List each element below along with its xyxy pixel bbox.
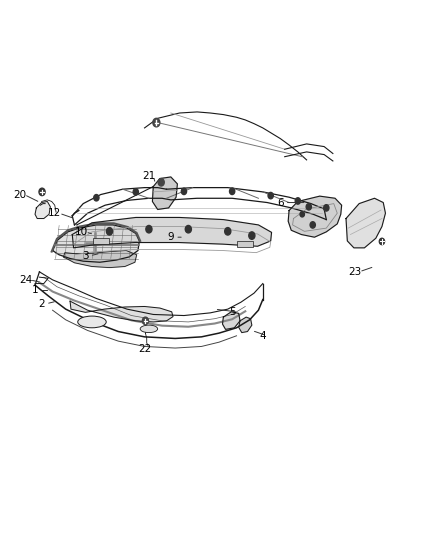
Text: 5: 5: [229, 307, 236, 317]
Polygon shape: [239, 317, 252, 333]
Text: 3: 3: [82, 251, 89, 261]
Ellipse shape: [78, 316, 106, 328]
Circle shape: [300, 212, 304, 217]
Text: 2: 2: [38, 299, 45, 309]
Text: 24: 24: [19, 275, 32, 285]
Text: 4: 4: [259, 331, 266, 341]
Circle shape: [306, 204, 311, 210]
Circle shape: [106, 228, 113, 235]
Polygon shape: [35, 201, 50, 219]
Text: 23: 23: [348, 267, 361, 277]
Polygon shape: [152, 177, 177, 209]
Polygon shape: [288, 196, 342, 237]
Bar: [93, 238, 109, 244]
Circle shape: [310, 222, 315, 228]
Circle shape: [133, 189, 138, 195]
Ellipse shape: [140, 325, 158, 333]
Polygon shape: [72, 217, 272, 248]
Text: 6: 6: [277, 198, 284, 207]
Text: 10: 10: [74, 227, 88, 237]
Circle shape: [268, 192, 273, 199]
Circle shape: [295, 198, 300, 204]
Circle shape: [181, 188, 187, 195]
Circle shape: [158, 179, 164, 186]
Text: 9: 9: [167, 232, 174, 242]
Text: 21: 21: [142, 171, 155, 181]
Circle shape: [146, 225, 152, 233]
Circle shape: [153, 118, 160, 127]
Polygon shape: [70, 301, 173, 322]
Polygon shape: [346, 198, 385, 248]
Circle shape: [185, 225, 191, 233]
Circle shape: [225, 228, 231, 235]
Text: 22: 22: [138, 344, 151, 354]
Circle shape: [230, 188, 235, 195]
Polygon shape: [223, 312, 240, 329]
Bar: [237, 241, 253, 247]
Text: 20: 20: [13, 190, 26, 199]
Polygon shape: [53, 225, 139, 262]
Circle shape: [39, 188, 45, 196]
Text: 1: 1: [32, 286, 39, 295]
Circle shape: [249, 232, 255, 239]
Circle shape: [324, 205, 329, 211]
Text: 12: 12: [48, 208, 61, 218]
Circle shape: [142, 317, 148, 325]
Circle shape: [94, 195, 99, 201]
Polygon shape: [64, 251, 137, 268]
Circle shape: [379, 238, 385, 245]
